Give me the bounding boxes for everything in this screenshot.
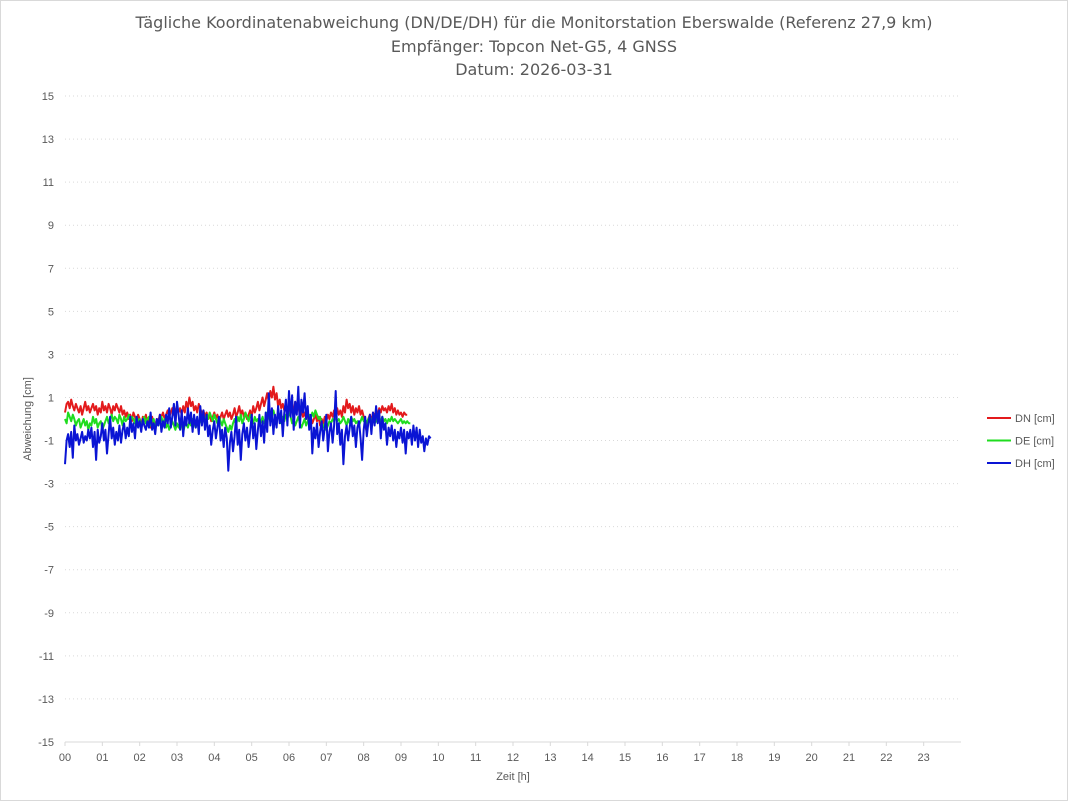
x-tick-label: 21: [843, 752, 855, 764]
x-tick-label: 20: [806, 752, 818, 764]
y-tick-label: 13: [42, 134, 54, 146]
x-axis-label: Zeit [h]: [496, 771, 530, 783]
x-tick-label: 16: [656, 752, 668, 764]
y-tick-label: -3: [44, 479, 54, 491]
x-axis-ticks: 00 01 02 03 04 05 06 07 08 09 10 11 12 13 14 15 16 17 18 19…: [59, 742, 930, 764]
x-tick-label: 12: [507, 752, 519, 764]
x-tick-label: 10: [432, 752, 444, 764]
series-lines: [64, 385, 432, 472]
x-tick-label: 14: [582, 752, 594, 764]
y-tick-label: 3: [48, 349, 54, 361]
x-tick-label: 11: [470, 752, 481, 764]
x-tick-label: 07: [320, 752, 332, 764]
y-tick-label: -15: [38, 737, 54, 749]
y-tick-label: -1: [44, 436, 54, 448]
x-tick-label: 02: [134, 752, 146, 764]
grid-lines: [65, 95, 961, 700]
y-tick-label: 1: [48, 392, 54, 404]
x-tick-label: 01: [96, 752, 108, 764]
series-line-dh: [64, 385, 432, 472]
y-tick-label: -11: [39, 651, 54, 663]
x-tick-label: 06: [283, 752, 295, 764]
x-tick-label: 04: [208, 752, 220, 764]
x-tick-label: 17: [694, 752, 706, 764]
x-tick-label: 15: [619, 752, 631, 764]
y-axis-label: Abweichung [cm]: [22, 377, 34, 461]
x-tick-label: 19: [768, 752, 780, 764]
y-tick-label: 5: [48, 306, 54, 318]
legend: DN [cm] DE [cm] DH [cm]: [987, 413, 1055, 470]
y-tick-label: 11: [43, 177, 54, 189]
chart-title-line-1: Tägliche Koordinatenabweichung (DN/DE/DH…: [135, 13, 933, 32]
y-tick-label: 9: [48, 220, 54, 232]
y-tick-label: -5: [44, 522, 54, 534]
y-tick-label: 15: [42, 91, 54, 103]
x-tick-label: 00: [59, 752, 71, 764]
x-tick-label: 22: [880, 752, 892, 764]
x-tick-label: 05: [246, 752, 258, 764]
legend-entry: DH [cm]: [1015, 458, 1055, 470]
y-tick-label: -7: [44, 565, 54, 577]
y-tick-label: 7: [48, 263, 54, 275]
legend-entry: DN [cm]: [1015, 413, 1055, 425]
chart-title-line-3: Datum: 2026-03-31: [455, 60, 613, 79]
legend-entry: DE [cm]: [1015, 436, 1054, 448]
chart-title-line-2: Empfänger: Topcon Net-G5, 4 GNSS: [390, 37, 678, 56]
x-tick-label: 03: [171, 752, 183, 764]
y-tick-label: -13: [38, 694, 54, 706]
y-tick-label: -9: [44, 608, 54, 620]
x-tick-label: 09: [395, 752, 407, 764]
y-axis-ticks: 15 13 11 9 7 5 3 1 -1 -3 -5 -7 -9 -11 -13 -15: [38, 91, 54, 749]
x-tick-label: 13: [544, 752, 556, 764]
x-tick-label: 08: [358, 752, 370, 764]
x-tick-label: 18: [731, 752, 743, 764]
x-tick-label: 23: [918, 752, 930, 764]
